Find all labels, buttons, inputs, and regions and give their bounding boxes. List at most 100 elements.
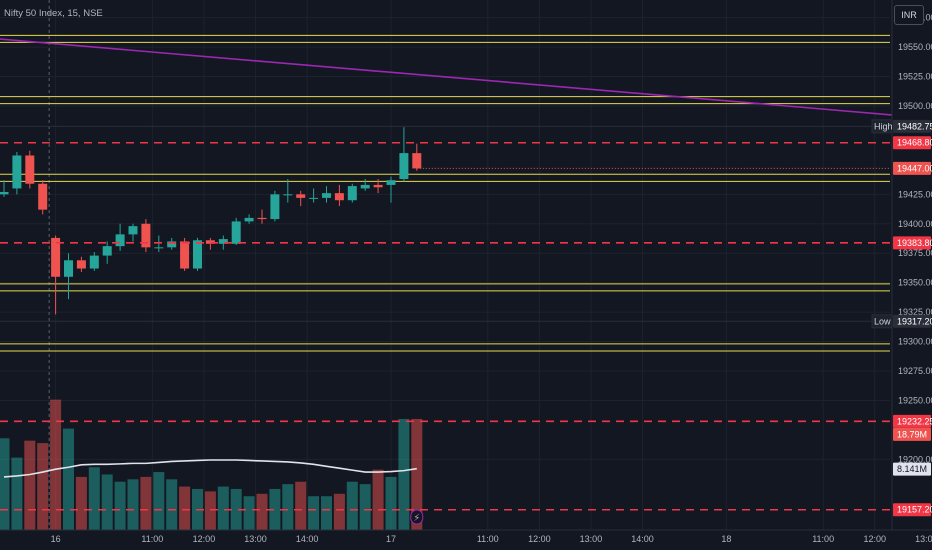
candle-body xyxy=(360,184,370,189)
volume-moving-average xyxy=(3,459,417,478)
price-tick-label: 19200.00 xyxy=(898,454,932,464)
volume-bar xyxy=(179,486,191,530)
volume-bar xyxy=(127,479,139,530)
low-label-bg xyxy=(871,314,893,329)
price-tick-label: 19525.00 xyxy=(898,72,932,82)
candle-body xyxy=(322,193,331,198)
time-tick-label: 16 xyxy=(51,534,61,544)
volume-bar xyxy=(295,481,307,530)
price-level-tag-bg xyxy=(893,236,931,250)
purple-trendline xyxy=(0,38,932,120)
volume-bar xyxy=(63,428,74,530)
high-label-text: High xyxy=(874,121,893,131)
volume-bar xyxy=(11,457,23,530)
time-tick-label: 13:00 xyxy=(915,534,932,544)
price-tick-label: 19375.00 xyxy=(898,248,932,258)
time-tick-label: 12:00 xyxy=(528,534,551,544)
time-axis[interactable]: 16 11:00 12:00 13:00 14:00 17 11:00 12:00 13:00 1… xyxy=(0,529,932,550)
price-level-tag-text: 19383.80 xyxy=(897,238,932,248)
candle-body xyxy=(347,186,357,201)
price-level-tag: 19232.25 xyxy=(893,414,932,428)
grid-lines xyxy=(0,0,927,530)
candle-body xyxy=(244,217,254,222)
volume-ma-tag-bg xyxy=(893,462,931,476)
candle-body xyxy=(399,153,409,180)
low-label: Low xyxy=(871,314,893,329)
low-tag-text: 19317.20 xyxy=(897,316,932,326)
volume-bar xyxy=(398,418,410,530)
candle-body xyxy=(283,194,293,196)
volume-bar xyxy=(88,467,100,530)
time-tick-label: 14:00 xyxy=(631,534,654,544)
time-axis-bg xyxy=(0,530,932,550)
low-tag-bg xyxy=(893,314,931,328)
currency-button[interactable]: INR xyxy=(894,5,924,25)
volume-tag: 18.79M xyxy=(893,427,931,441)
high-tag-text: 19482.75 xyxy=(897,121,932,131)
price-level-tag: 19157.20 xyxy=(893,503,932,517)
price-level-tag-bg xyxy=(893,414,931,428)
volume-bar xyxy=(114,481,126,530)
volume-bar xyxy=(372,469,384,530)
volume-ma-tag: 8.141M xyxy=(893,462,931,476)
volume-bar xyxy=(308,496,320,530)
price-tick-label: 19550.00 xyxy=(898,42,932,52)
price-tags: 19468.80 19383.80 19232.25 19157.20 19447.00… xyxy=(410,119,932,525)
volume-bar xyxy=(204,491,216,530)
candle-body xyxy=(270,194,280,220)
candle-body xyxy=(296,194,306,198)
last-price-tag: 19447.00 xyxy=(893,161,932,175)
candle-body xyxy=(257,217,267,220)
volume-bar xyxy=(359,484,371,530)
price-level-tag-text: 19232.25 xyxy=(897,416,932,426)
high-label-bg xyxy=(871,119,893,134)
volume-ma-tag-text: 8.141M xyxy=(897,464,927,474)
volume-ma-line xyxy=(3,459,417,478)
volume-bar xyxy=(0,438,10,530)
candle-body xyxy=(128,226,138,235)
trendline[interactable] xyxy=(0,38,932,120)
candle-body xyxy=(167,241,177,248)
high-label: High xyxy=(871,119,893,134)
time-tick-label: 11:00 xyxy=(477,534,499,544)
price-level-tag-bg xyxy=(893,503,931,517)
volume-bar xyxy=(333,493,345,530)
volume-bar xyxy=(140,476,152,530)
last-price-tag-bg xyxy=(893,161,931,175)
volume-bar xyxy=(256,493,268,530)
volume-bar xyxy=(75,476,87,530)
candle-body xyxy=(141,223,151,248)
price-level-tag-bg xyxy=(893,136,931,150)
volume-bar xyxy=(346,481,358,530)
price-tick-label: 19250.00 xyxy=(898,395,932,405)
price-tick-label: 19325.00 xyxy=(898,307,932,317)
volume-bar xyxy=(217,486,229,530)
candle-body xyxy=(334,193,344,201)
time-tick-label: 18 xyxy=(721,534,731,544)
volume-bar xyxy=(243,496,255,530)
candle-body xyxy=(412,153,422,169)
price-level-tag-text: 19468.80 xyxy=(897,138,932,148)
symbol-label[interactable]: Nifty 50 Index, 15, NSE xyxy=(4,8,103,19)
candle-body xyxy=(76,260,86,269)
time-tick-label: 11:00 xyxy=(141,534,163,544)
volume-tag-text: 18.79M xyxy=(897,429,927,439)
price-tick-label: 19275.00 xyxy=(898,366,932,376)
price-tick-label: 19300.00 xyxy=(898,337,932,347)
volume-bar xyxy=(50,399,62,530)
price-level-tag-text: 19157.20 xyxy=(897,505,932,515)
volume-bars xyxy=(0,399,423,530)
volume-bar xyxy=(230,488,242,530)
volume-bar xyxy=(282,484,294,530)
volume-bar xyxy=(153,472,165,530)
time-tick-label: 14:00 xyxy=(296,534,319,544)
volume-bar xyxy=(166,479,178,530)
price-tick-label: 19350.00 xyxy=(898,278,932,288)
time-tick-label: 12:00 xyxy=(193,534,216,544)
candle-body xyxy=(386,180,396,185)
candle-body xyxy=(205,240,215,244)
volume-bar xyxy=(37,443,49,530)
candle-body xyxy=(154,247,164,249)
price-axis[interactable]: 19575.0019550.0019525.0019500.0019425.00… xyxy=(891,0,932,550)
